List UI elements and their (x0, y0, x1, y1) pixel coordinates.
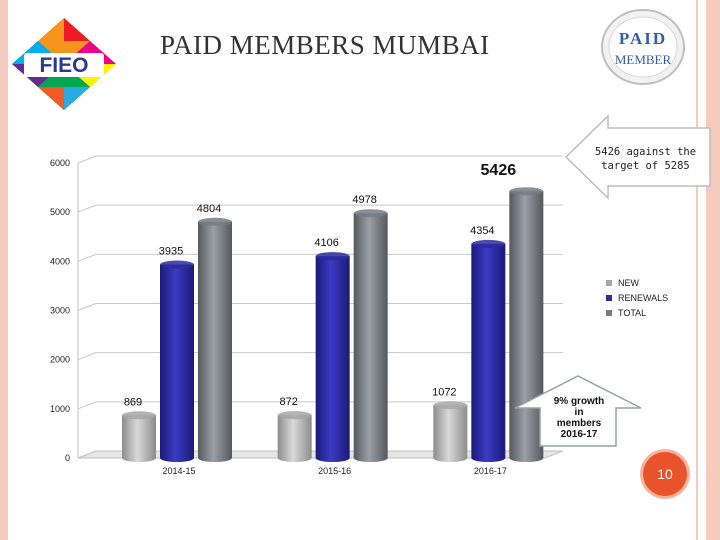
page-title: PAID MEMBERS MUMBAI (160, 30, 490, 60)
bar-total-2015-16 (353, 209, 388, 462)
gridline (77, 253, 563, 262)
legend-label-new: NEW (618, 278, 640, 288)
bar-new-2015-16 (277, 411, 312, 462)
growth-note-text: 9% growth in members 2016-17 (553, 396, 605, 440)
bar-cap (160, 260, 194, 269)
bar-cap (277, 411, 312, 420)
data-label: 4106 (314, 237, 338, 249)
y-tick-label: 4000 (50, 256, 70, 266)
gridline (77, 303, 563, 311)
bar-body (122, 415, 156, 462)
bar-renewals-2016-17 (471, 239, 506, 462)
fieo-logo-text: FIEO (39, 54, 88, 77)
bar-new-2016-17 (433, 401, 468, 462)
right-frame-line (696, 0, 698, 540)
bar-cap (471, 239, 506, 248)
bar-renewals-2015-16 (315, 252, 350, 462)
bar-cap (433, 401, 468, 410)
data-label: 5426 (481, 162, 517, 179)
data-label: 1072 (432, 386, 456, 398)
y-tick-label: 5000 (50, 207, 70, 217)
bar-body (433, 405, 468, 462)
legend-swatch-total (606, 310, 612, 316)
bar-cap (198, 217, 232, 226)
gridline (77, 401, 563, 410)
y-tick-label: 0 (65, 453, 70, 463)
legend-swatch-renewals (606, 295, 612, 301)
data-label: 4354 (470, 225, 494, 237)
bar-new-2014-15 (122, 411, 156, 462)
bar-body (277, 415, 312, 462)
bar-total-2014-15 (198, 217, 232, 462)
y-tick-label: 3000 (50, 306, 70, 316)
left-frame-border (0, 0, 8, 540)
page-number-badge: 10 (643, 452, 687, 496)
fieo-logo: FIEO (12, 18, 116, 110)
gridline (77, 352, 563, 361)
data-label: 872 (279, 396, 297, 408)
data-label: 4978 (352, 194, 376, 206)
y-tick-label: 1000 (50, 404, 70, 414)
x-tick-label: 2014-15 (162, 466, 195, 476)
target-callout-text: 5426 against the target of 5285 (594, 146, 697, 172)
bar-renewals-2014-15 (160, 260, 194, 462)
x-tick-label: 2016-17 (474, 466, 507, 476)
y-tick-label: 6000 (50, 158, 70, 168)
chart-legend: NEW RENEWALS TOTAL (606, 278, 668, 318)
bar-cap (353, 209, 388, 218)
bar-body (198, 221, 232, 462)
data-label: 3935 (159, 246, 183, 258)
bar-total-2016-17 (509, 187, 544, 462)
data-label: 4804 (197, 203, 221, 215)
callout-arrow (564, 114, 711, 200)
legend-label-total: TOTAL (618, 308, 646, 318)
bar-body (471, 243, 506, 462)
bar-body (160, 264, 194, 462)
x-tick-label: 2015-16 (318, 466, 351, 476)
badge-top-text: PAID (619, 29, 667, 48)
paid-member-badge: PAID MEMBER (601, 9, 685, 85)
growth-arrow (514, 375, 642, 447)
y-tick-label: 2000 (50, 355, 70, 365)
gridline (77, 204, 563, 213)
data-label: 869 (124, 396, 142, 408)
bar-body (353, 213, 388, 462)
bar-body (315, 256, 350, 462)
bar-body (509, 191, 544, 462)
bar-cap (315, 252, 350, 261)
gridline (77, 155, 563, 164)
chart-bars (122, 187, 544, 462)
legend-swatch-new (606, 280, 612, 286)
bar-cap (509, 187, 544, 196)
bar-cap (122, 411, 156, 420)
chart-labels: 0 1000 2000 3000 4000 5000 6000 869 3935 4804 2014… (50, 158, 516, 476)
legend-label-renewals: RENEWALS (618, 293, 668, 303)
badge-bottom-text: MEMBER (615, 52, 672, 67)
